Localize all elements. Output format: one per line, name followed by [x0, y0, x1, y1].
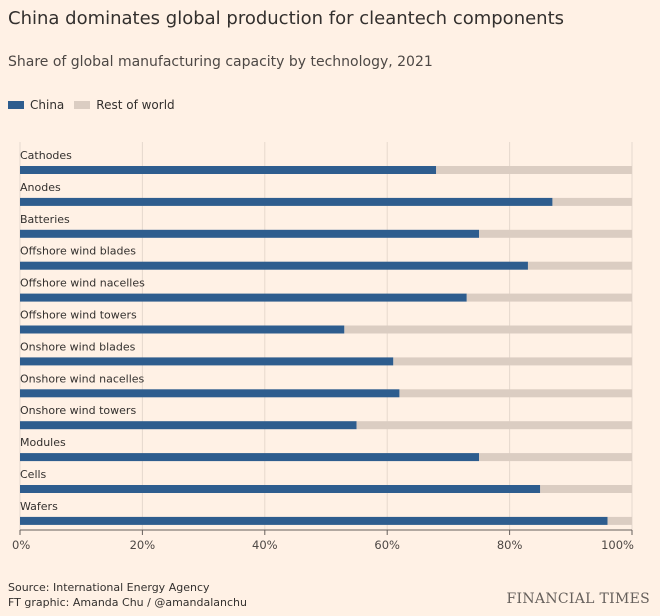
legend-swatch-china: [8, 101, 24, 109]
bar-rest-of-world-wafers: [607, 516, 632, 525]
legend: China Rest of world: [8, 98, 185, 112]
legend-label-rest-of-world: Rest of world: [96, 98, 175, 112]
category-label-onshore-wind-nacelles: Onshore wind nacelles: [20, 372, 145, 385]
x-tick-label-0: 0%: [12, 538, 30, 552]
bar-china-onshore-wind-blades: [20, 357, 394, 366]
bar-rest-of-world-onshore-wind-blades: [393, 357, 632, 366]
bar-china-wafers: [20, 516, 608, 525]
legend-item-rest-of-world: Rest of world: [74, 98, 175, 112]
category-label-cells: Cells: [20, 468, 47, 481]
legend-item-china: China: [8, 98, 64, 112]
bar-rest-of-world-cells: [540, 485, 632, 493]
legend-label-china: China: [30, 98, 65, 112]
source-note: Source: International Energy Agency FT g…: [8, 580, 247, 610]
bar-china-anodes: [20, 197, 553, 206]
credit-line: FT graphic: Amanda Chu / @amandalanchu: [8, 596, 248, 609]
x-tick-label-40: 40%: [252, 538, 278, 552]
category-label-wafers: Wafers: [20, 500, 58, 513]
chart-title: China dominates global production for cl…: [8, 8, 565, 29]
x-tick-label-20: 20%: [130, 538, 156, 552]
category-label-modules: Modules: [20, 436, 66, 449]
ft-logo: FINANCIAL TIMES: [506, 591, 650, 607]
bar-rest-of-world-onshore-wind-nacelles: [399, 389, 632, 398]
bar-rest-of-world-onshore-wind-towers: [356, 421, 632, 430]
x-tick-label-80: 80%: [497, 538, 523, 552]
bar-rest-of-world-offshore-wind-nacelles: [466, 293, 632, 302]
bar-rest-of-world-anodes: [552, 197, 632, 206]
chart-subtitle: Share of global manufacturing capacity b…: [8, 54, 433, 70]
bar-china-offshore-wind-towers: [20, 325, 345, 334]
bar-rest-of-world-offshore-wind-blades: [527, 261, 632, 270]
bar-china-modules: [20, 453, 479, 462]
category-label-batteries: Batteries: [20, 213, 70, 226]
category-label-offshore-wind-towers: Offshore wind towers: [20, 309, 137, 322]
bar-china-offshore-wind-blades: [20, 261, 528, 270]
bar-china-cathodes: [20, 166, 437, 174]
bar-china-batteries: [20, 229, 479, 238]
bar-china-onshore-wind-nacelles: [20, 389, 400, 398]
bar-rest-of-world-offshore-wind-towers: [344, 325, 632, 334]
source-line: Source: International Energy Agency: [8, 581, 210, 594]
category-label-offshore-wind-nacelles: Offshore wind nacelles: [20, 277, 145, 290]
bar-chart: Cathodes Anodes Batteries Offshore wind bla…: [12, 142, 634, 552]
bar-china-onshore-wind-towers: [20, 421, 357, 430]
legend-swatch-rest-of-world: [74, 101, 91, 109]
category-label-onshore-wind-blades: Onshore wind blades: [20, 340, 136, 353]
category-label-anodes: Anodes: [20, 181, 61, 194]
category-label-cathodes: Cathodes: [20, 149, 72, 162]
category-label-offshore-wind-blades: Offshore wind blades: [20, 245, 136, 258]
bar-rest-of-world-modules: [479, 453, 632, 462]
bar-china-offshore-wind-nacelles: [20, 293, 467, 302]
x-tick-label-60: 60%: [374, 538, 400, 552]
x-tick-label-100: 100%: [601, 538, 634, 552]
bar-china-cells: [20, 485, 541, 493]
bar-rest-of-world-cathodes: [436, 166, 632, 174]
bar-rest-of-world-batteries: [479, 229, 632, 238]
category-label-onshore-wind-towers: Onshore wind towers: [20, 404, 136, 417]
